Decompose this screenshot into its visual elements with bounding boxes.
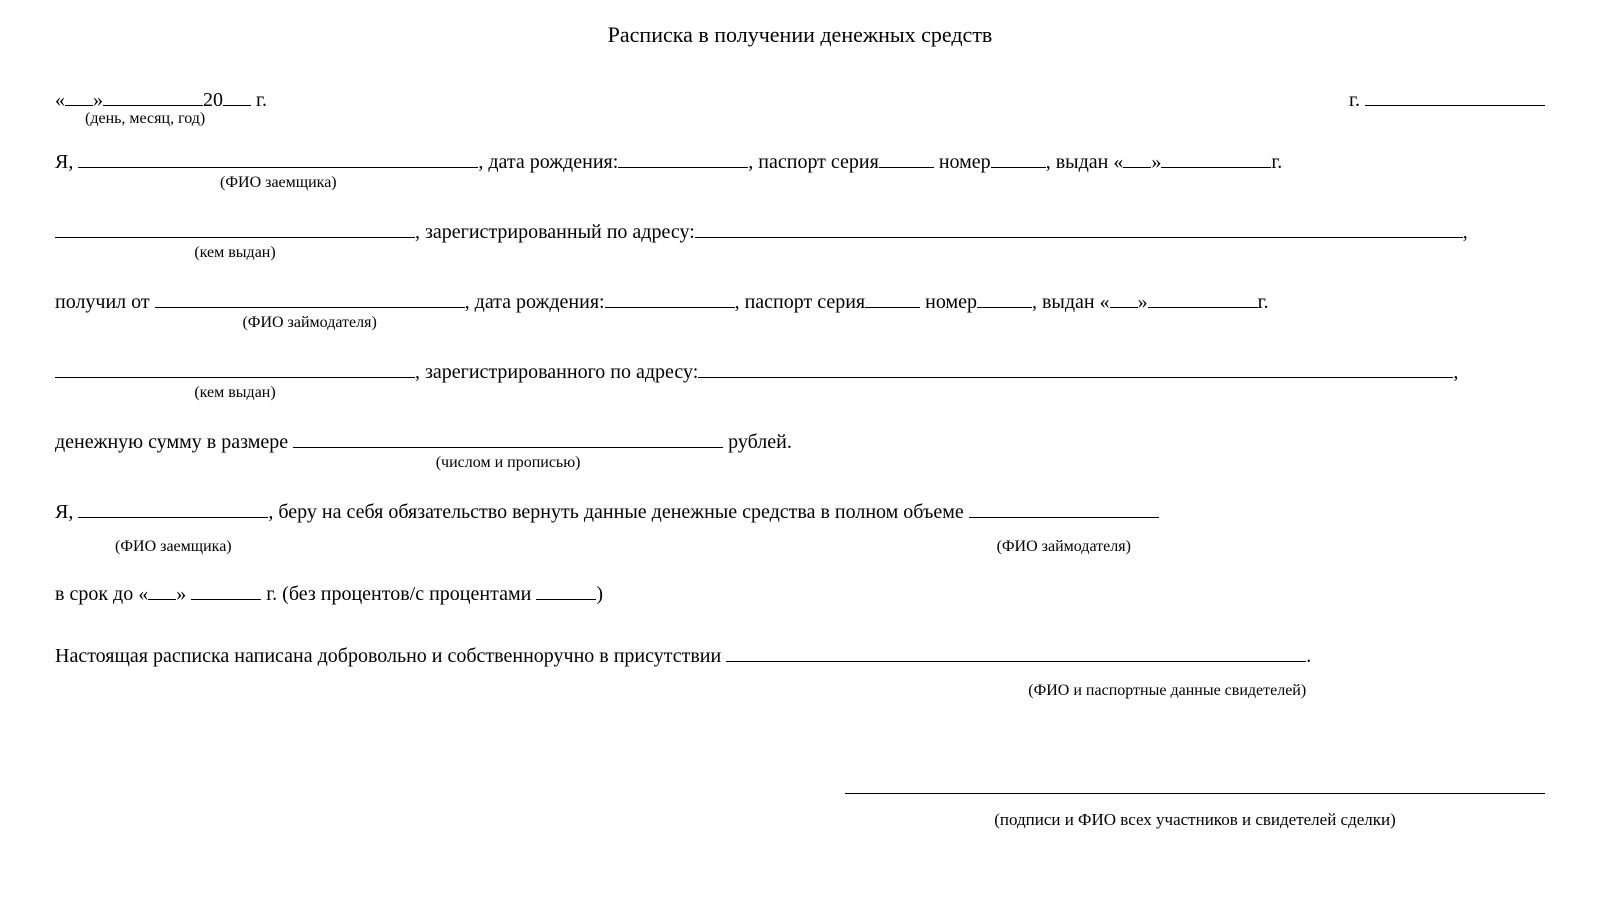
date-day-blank [65,105,93,106]
borrower-name-hint: (ФИО заемщика) [220,169,337,198]
deadline-interest: (без процентов/с процентами [282,583,531,605]
deadline-paren-close: ) [596,583,603,605]
deadline-line: в срок до « » г. (без процентов/с процент… [55,580,1545,608]
city-block: г. [1349,86,1545,114]
obligation-pronoun: Я, [55,501,73,523]
deadline-day-blank [148,599,176,600]
issued-by-blank-2: (кем выдан) [55,377,415,378]
deadline-year-suffix: г. [266,583,277,605]
borrower-passport-series: , паспорт серия [748,151,879,173]
city-prefix: г. [1349,89,1360,111]
interest-blank [536,599,596,600]
date-hint: (день, месяц, год) [85,108,205,130]
obligation-lender-blank: (ФИО займодателя) [969,517,1159,518]
document-title: Расписка в получении денежных средств [55,20,1545,51]
lender-series-blank [865,307,920,308]
borrower-issued-month-blank [1161,167,1271,168]
amount-blank: (числом и прописью) [293,447,723,448]
city-blank [1365,105,1545,106]
issued-by-hint-1: (кем выдан) [194,239,275,268]
witness-line: Настоящая расписка написана добровольно … [55,638,1545,674]
address-blank-1 [695,237,1463,238]
signatures-block: (подписи и ФИО всех участников и свидете… [55,774,1545,832]
trailing-comma-2: , [1453,361,1458,383]
deadline-close-quote: » [176,583,186,605]
lender-name-hint: (ФИО займодателя) [242,309,376,338]
amount-prefix: денежную сумму в размере [55,431,288,453]
received-from: получил от [55,291,150,313]
borrower-number-blank [991,167,1046,168]
witness-text: Настоящая расписка написана добровольно … [55,645,721,667]
borrower-issued-day-blank [1123,167,1151,168]
borrower-line: Я, (ФИО заемщика) , дата рождения: , пасп… [55,144,1545,180]
deadline-month-blank [191,599,261,600]
borrower-series-blank [879,167,934,168]
obligation-lender-hint: (ФИО займодателя) [997,533,1131,562]
lender-issued-month-blank [1148,307,1258,308]
witness-blank: (ФИО и паспортные данные свидетелей) [726,661,1306,662]
amount-line: денежную сумму в размере (числом и пропи… [55,424,1545,460]
lender-number-blank [977,307,1032,308]
date-month-blank [103,105,203,106]
borrower-issued-year-suffix: г. [1271,151,1282,173]
registered-prefix-2: , зарегистрированного по адресу: [415,361,698,383]
borrower-issued-prefix: , выдан « [1046,151,1124,173]
lender-issued-year-suffix: г. [1258,291,1269,313]
obligation-borrower-blank: (ФИО заемщика) [78,517,268,518]
amount-hint: (числом и прописью) [436,449,581,478]
date-century: 20 [203,89,223,111]
signature-hint: (подписи и ФИО всех участников и свидете… [845,808,1545,832]
address-blank-2 [698,377,1453,378]
borrower-issued-close: » [1151,151,1161,173]
lender-dob-prefix: , дата рождения: [465,291,605,313]
date-open-quote: « [55,89,65,111]
lender-line: получил от (ФИО займодателя) , дата рожд… [55,284,1545,320]
witness-period: . [1306,645,1311,667]
witness-hint: (ФИО и паспортные данные свидетелей) [1028,677,1306,706]
lender-dob-blank [605,307,735,308]
borrower-name-blank: (ФИО заемщика) [78,167,478,168]
borrower-dob-blank [618,167,748,168]
issued-by-blank-1: (кем выдан) [55,237,415,238]
amount-suffix: рублей. [728,431,792,453]
deadline-prefix: в срок до « [55,583,148,605]
borrower-dob-prefix: , дата рождения: [478,151,618,173]
lender-passport-series: , паспорт серия [735,291,866,313]
lender-passport-number: номер [925,291,977,313]
trailing-comma-1: , [1463,221,1468,243]
borrower-passport-number: номер [939,151,991,173]
borrower-pronoun: Я, [55,151,73,173]
obligation-line: Я, (ФИО заемщика) , беру на себя обязате… [55,494,1545,530]
issued-by-hint-2: (кем выдан) [194,379,275,408]
date-year-suffix: г. [256,89,267,111]
issued-by-line-2: (кем выдан) , зарегистрированного по адр… [55,354,1545,390]
obligation-text: , беру на себя обязательство вернуть дан… [268,501,963,523]
lender-issued-day-blank [1110,307,1138,308]
lender-issued-prefix: , выдан « [1032,291,1110,313]
header-row: «»20 г. (день, месяц, год) г. [55,86,1545,114]
date-block: «»20 г. (день, месяц, год) [55,86,267,114]
signature-line [845,793,1545,794]
lender-name-blank: (ФИО займодателя) [155,307,465,308]
date-year-blank [223,105,251,106]
registered-prefix-1: , зарегистрированный по адресу: [415,221,695,243]
lender-issued-close: » [1138,291,1148,313]
issued-by-line-1: (кем выдан) , зарегистрированный по адре… [55,214,1545,250]
obligation-borrower-hint: (ФИО заемщика) [115,533,232,562]
